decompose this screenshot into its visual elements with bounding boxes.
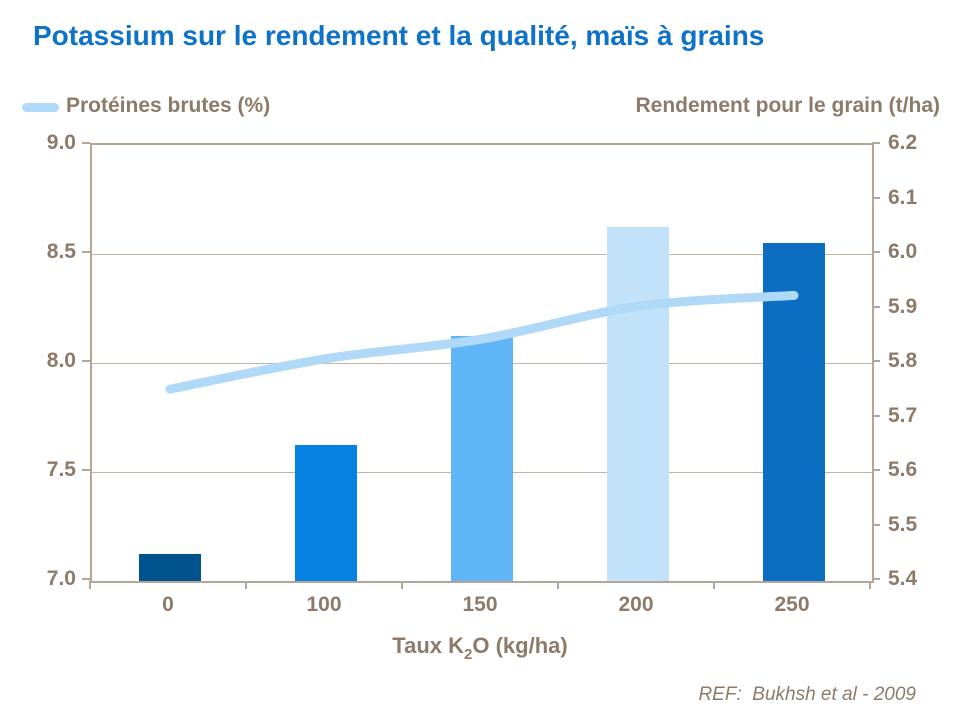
y-left-tick-label: 8.5 (46, 240, 76, 263)
x-tick-label: 100 (306, 593, 342, 616)
bar (607, 226, 669, 581)
y-right-tickmark (872, 523, 880, 526)
x-tickmark (869, 581, 871, 589)
y-right-tick-label: 6.0 (888, 240, 918, 263)
right-axis-header: Rendement pour le grain (t/ha) (635, 94, 940, 117)
y-left-tickmark (82, 578, 90, 580)
y-right-tick-label: 6.1 (888, 185, 918, 209)
x-tickmark (557, 581, 559, 589)
x-axis-title: Taux K2O (kg/ha) (90, 633, 870, 663)
x-tickmark (245, 581, 247, 589)
plot-area (90, 143, 874, 583)
gridline (92, 253, 872, 255)
y-right-tickmark (872, 578, 880, 580)
y-right-tick-label: 5.5 (888, 512, 918, 536)
y-left-tickmark (82, 251, 90, 253)
y-right-tickmark (872, 360, 880, 362)
x-tickmark (713, 581, 715, 589)
legend-line-swatch (22, 103, 59, 112)
bar (763, 243, 825, 581)
y-right-tick-label: 5.7 (888, 403, 918, 427)
legend-label-proteines: Protéines brutes (%) (66, 94, 271, 117)
y-right-tick-label: 5.8 (888, 349, 918, 372)
y-right-tick-label: 6.2 (888, 131, 918, 154)
x-tickmark (89, 581, 91, 589)
x-axis-title-suffix: O (kg/ha) (472, 633, 568, 658)
y-left-tick-label: 7.5 (46, 458, 76, 481)
y-right-tickmark (872, 196, 880, 199)
x-axis-title-prefix: Taux K (392, 633, 465, 658)
y-left-tickmark (82, 469, 90, 471)
bar (139, 553, 201, 581)
x-tick-label: 150 (462, 593, 498, 616)
reference-note: REF: Bukhsh et al - 2009 (698, 684, 916, 705)
y-right-tick-label: 5.4 (888, 567, 918, 590)
y-right-tickmark (872, 251, 880, 253)
y-left-tick-label: 7.0 (46, 567, 76, 590)
y-right-tick-label: 5.9 (888, 294, 918, 318)
x-axis-title-subscript: 2 (464, 646, 473, 663)
y-right-tickmark (872, 142, 880, 144)
bar (451, 335, 513, 581)
y-left-tick-label: 8.0 (46, 349, 76, 372)
y-left-tickmark (82, 142, 90, 144)
x-tick-label: 250 (774, 593, 810, 616)
y-left-tickmark (82, 360, 90, 362)
y-left-tick-label: 9.0 (46, 131, 76, 154)
y-right-tickmark (872, 414, 880, 417)
y-right-tick-label: 5.6 (888, 458, 918, 481)
y-right-tickmark (872, 305, 880, 308)
bar (295, 444, 357, 581)
legend-row: Protéines brutes (%) Rendement pour le g… (0, 94, 960, 124)
x-tickmark (401, 581, 403, 589)
x-tick-label: 0 (162, 593, 174, 616)
y-right-tickmark (872, 469, 880, 471)
chart-title: Potassium sur le rendement et la qualité… (33, 20, 765, 51)
x-tick-label: 200 (618, 593, 654, 616)
